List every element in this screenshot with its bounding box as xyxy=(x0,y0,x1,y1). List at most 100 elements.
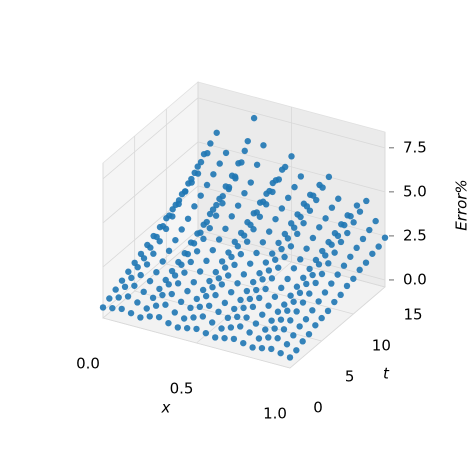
z-axis-label: Error% xyxy=(453,179,471,230)
point xyxy=(210,171,217,178)
point xyxy=(218,325,225,332)
point xyxy=(140,288,147,296)
point xyxy=(297,256,304,263)
point xyxy=(252,320,260,327)
point xyxy=(334,232,342,240)
point xyxy=(184,287,191,295)
point xyxy=(231,305,238,313)
point xyxy=(268,275,276,282)
point xyxy=(184,250,191,258)
point xyxy=(234,243,242,250)
point xyxy=(265,228,273,235)
point xyxy=(278,245,285,253)
point xyxy=(152,302,160,309)
point xyxy=(172,236,179,244)
point xyxy=(191,169,198,176)
point xyxy=(306,265,313,273)
point xyxy=(325,173,333,181)
point xyxy=(197,192,204,199)
point xyxy=(202,292,210,300)
point xyxy=(284,235,292,242)
point xyxy=(306,207,314,214)
point xyxy=(216,160,223,167)
point xyxy=(199,286,207,294)
point xyxy=(190,240,198,247)
point xyxy=(244,137,251,145)
point xyxy=(258,344,266,352)
labels: x t Error% xyxy=(161,179,471,416)
point xyxy=(256,294,263,302)
point xyxy=(159,258,166,265)
point xyxy=(143,261,151,268)
point xyxy=(221,264,229,271)
point xyxy=(181,188,189,195)
grid-line xyxy=(197,185,386,237)
point xyxy=(331,298,338,306)
point xyxy=(169,213,176,220)
point xyxy=(294,230,301,238)
point xyxy=(375,243,382,250)
point xyxy=(313,196,320,204)
point xyxy=(315,261,323,268)
point xyxy=(259,239,267,246)
point xyxy=(255,335,263,342)
point xyxy=(250,278,257,286)
point xyxy=(205,302,213,309)
point xyxy=(165,247,173,255)
point xyxy=(228,213,235,220)
point xyxy=(234,313,241,321)
point xyxy=(243,238,251,245)
point xyxy=(109,304,116,312)
point xyxy=(293,347,300,354)
point xyxy=(305,330,313,338)
point xyxy=(221,299,229,307)
point xyxy=(312,279,319,287)
point xyxy=(265,334,272,341)
t-tick-label: 15 xyxy=(403,306,422,324)
grid-line xyxy=(102,141,199,224)
point xyxy=(322,215,329,222)
point xyxy=(265,302,272,309)
point xyxy=(209,283,216,291)
point xyxy=(293,283,301,290)
point xyxy=(287,317,294,324)
point xyxy=(274,308,282,315)
point xyxy=(218,281,226,288)
grid-line xyxy=(197,141,386,193)
point xyxy=(296,323,303,330)
point xyxy=(165,319,172,327)
point xyxy=(178,226,185,233)
point xyxy=(131,282,138,289)
point xyxy=(328,280,335,287)
point xyxy=(165,281,172,288)
point xyxy=(290,332,297,339)
point xyxy=(337,291,344,299)
point xyxy=(315,298,322,305)
point xyxy=(193,295,200,303)
point xyxy=(280,326,288,333)
point xyxy=(269,250,276,257)
point xyxy=(259,311,266,318)
point xyxy=(362,259,370,266)
point xyxy=(341,221,348,229)
point xyxy=(302,316,310,323)
point xyxy=(118,305,125,313)
point xyxy=(319,184,326,191)
point xyxy=(127,309,135,317)
point xyxy=(218,258,226,265)
point xyxy=(288,153,295,160)
x-tick-label: 0.0 xyxy=(76,355,100,373)
point xyxy=(227,288,235,296)
point xyxy=(343,282,351,290)
point xyxy=(193,325,200,333)
point xyxy=(290,298,297,305)
point xyxy=(284,307,291,314)
point xyxy=(309,307,316,314)
point xyxy=(256,270,263,277)
point xyxy=(118,277,126,284)
point xyxy=(324,307,332,315)
point xyxy=(188,175,195,183)
point xyxy=(281,253,288,261)
point xyxy=(253,286,260,294)
